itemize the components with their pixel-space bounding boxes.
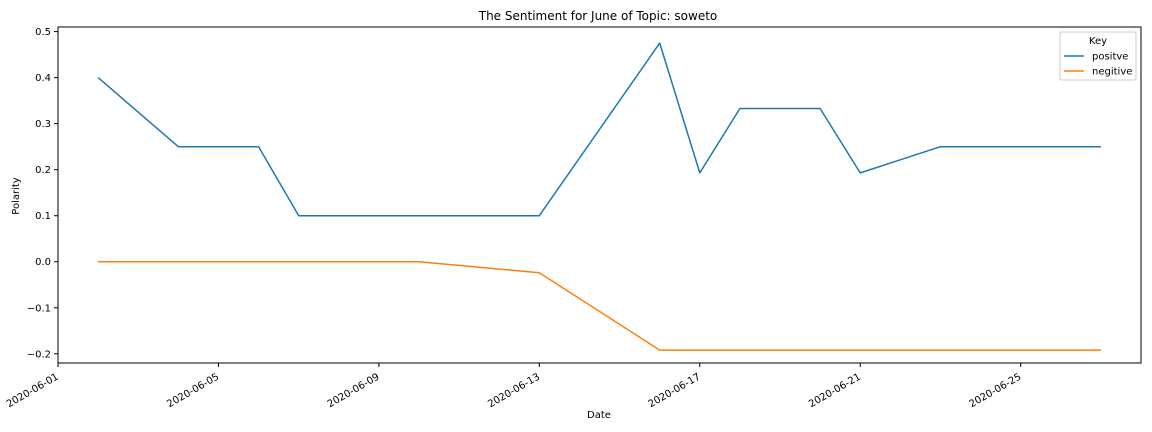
x-tick-label: 2020-06-01 xyxy=(5,372,61,411)
y-tick-label: 0.2 xyxy=(35,165,51,176)
y-axis: −0.2 −0.1 0.0 0.1 0.2 0.3 0.4 0.5 xyxy=(27,27,58,360)
y-tick-label: 0.1 xyxy=(35,211,51,222)
plot-area xyxy=(97,42,1101,351)
legend-box xyxy=(1059,31,1137,81)
plot-frame xyxy=(57,26,1142,364)
x-tick-label: 2020-06-09 xyxy=(326,372,382,411)
series-line-positve xyxy=(97,42,1101,217)
x-tick-label: 2020-06-13 xyxy=(486,372,542,411)
x-tick-label: 2020-06-25 xyxy=(968,372,1024,411)
legend: Key positve negitive xyxy=(1059,31,1137,81)
series-line-negitive xyxy=(98,260,1101,351)
y-tick-label: 0.4 xyxy=(35,73,51,84)
x-axis: 2020-06-01 2020-06-05 2020-06-09 2020-06-13… xyxy=(5,363,1024,411)
x-tick-label: 2020-06-21 xyxy=(807,372,863,411)
y-tick-label: 0.5 xyxy=(35,27,51,38)
y-tick-label: −0.2 xyxy=(27,349,51,360)
legend-label-negitive: negitive xyxy=(1092,67,1132,78)
x-tick-label: 2020-06-05 xyxy=(165,372,221,411)
y-tick-label: 0.0 xyxy=(35,257,51,268)
legend-label-positve: positve xyxy=(1092,52,1128,63)
x-tick-label: 2020-06-17 xyxy=(647,372,703,411)
chart-title: The Sentiment for June of Topic: soweto xyxy=(478,9,718,23)
y-tick-label: 0.3 xyxy=(35,119,51,130)
legend-title: Key xyxy=(1089,36,1107,47)
x-axis-label: Date xyxy=(587,410,611,421)
y-tick-label: −0.1 xyxy=(27,303,51,314)
y-axis-label: Polarity xyxy=(11,177,22,215)
